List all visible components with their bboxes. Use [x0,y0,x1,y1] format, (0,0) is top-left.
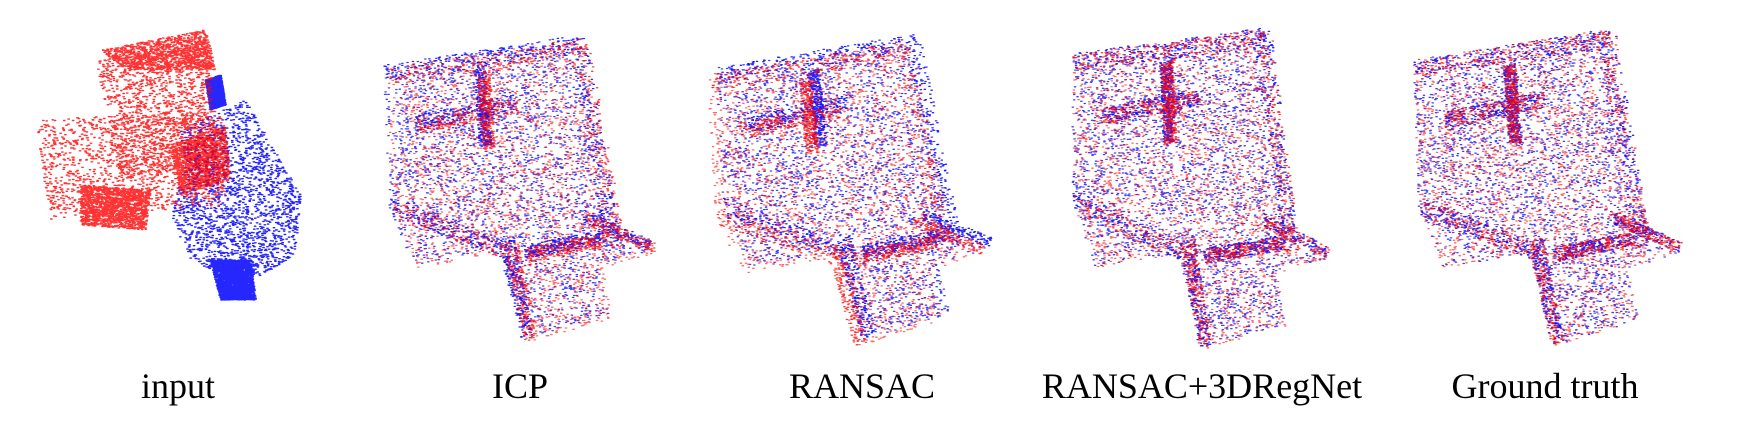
point-scatter [1416,31,1683,344]
point-scatter [387,38,656,341]
point-scatter [1412,30,1681,346]
point-cloud-ground-truth-canvas [1412,30,1683,346]
point-cloud-ransac [698,15,1033,355]
point-cloud-input [30,15,350,355]
point-scatter [1413,31,1681,345]
point-scatter [37,29,232,231]
point-scatter [383,38,650,336]
point-cloud-icp [365,15,685,355]
caption-ransac: RANSAC [788,366,936,406]
point-scatter [708,43,982,346]
caption-ransac-3dregnet: RANSAC+3DRegNet [1041,366,1363,406]
point-cloud-input-canvas [37,29,302,301]
point-cloud-ransac-3dregnet-canvas [1071,27,1331,349]
caption-icp: ICP [491,366,549,406]
point-scatter [1073,31,1331,347]
point-cloud-ransac-canvas [708,34,993,346]
point-cloud-icp-canvas [383,37,656,341]
point-cloud-ransac-3dregnet [1050,15,1365,355]
point-scatter [389,38,656,341]
point-scatter [1071,29,1328,347]
caption-ground-truth: Ground truth [1451,366,1639,406]
point-cloud-ground-truth [1395,15,1715,355]
point-scatter [711,41,985,346]
caption-input: input [140,366,216,406]
